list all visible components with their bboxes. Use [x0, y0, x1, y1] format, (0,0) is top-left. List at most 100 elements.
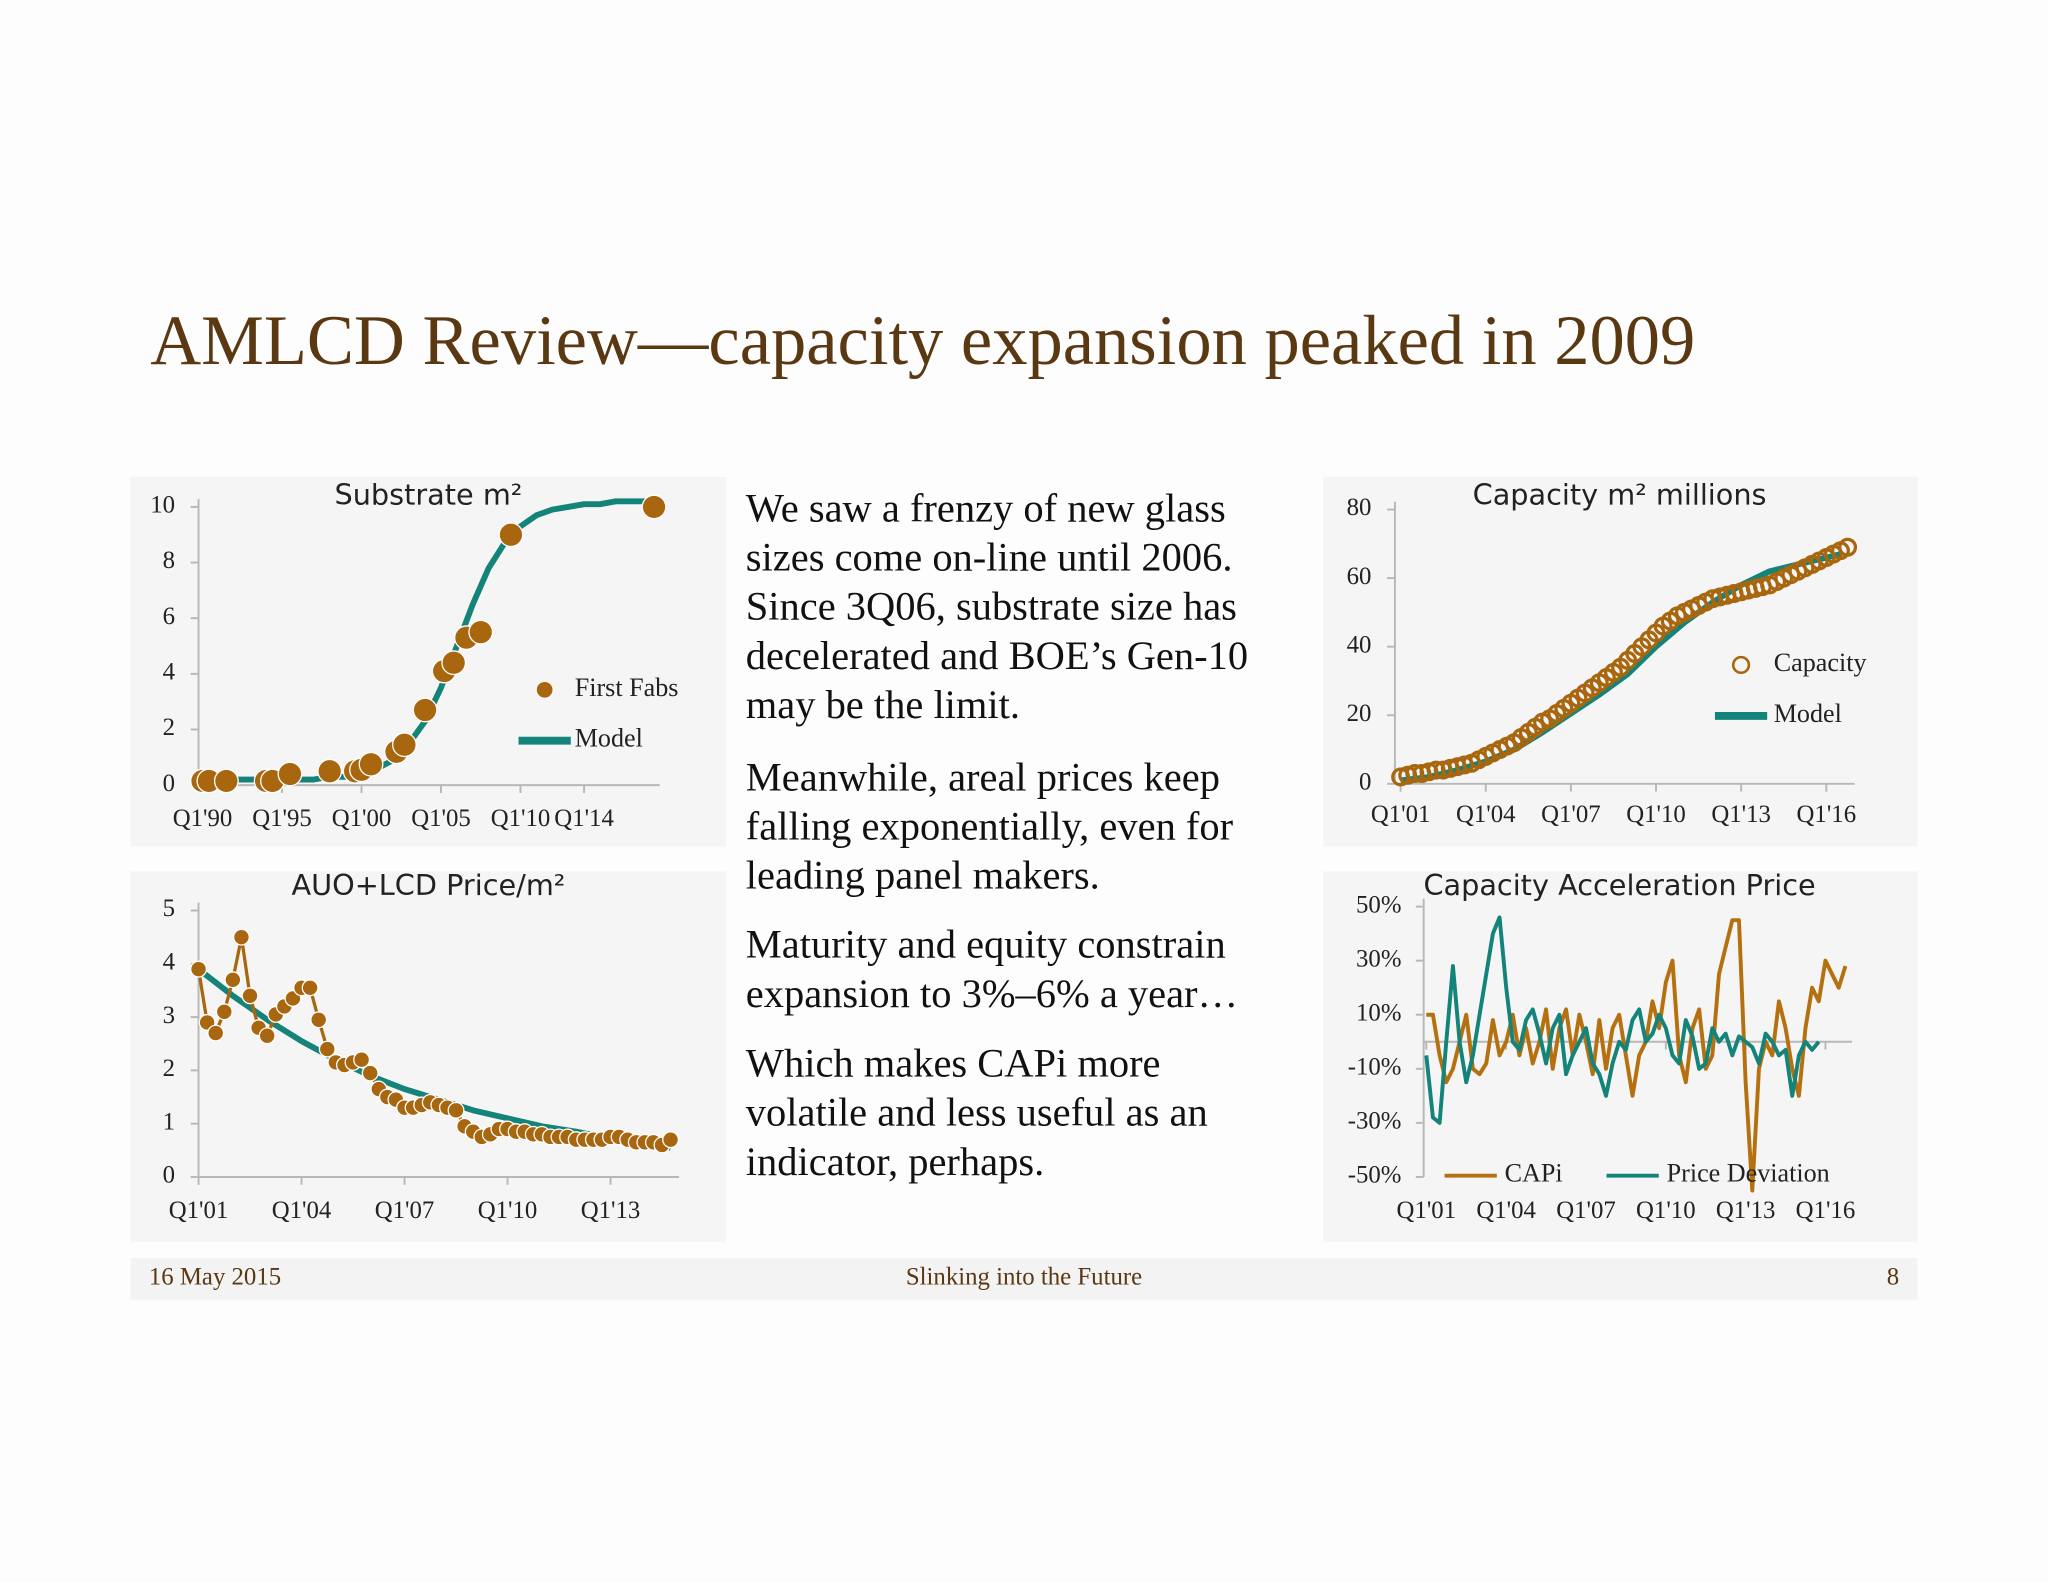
y-tick-label: 50%: [1356, 891, 1401, 918]
x-tick-label: Q1'16: [1796, 1197, 1856, 1224]
body-text: may be the limit.: [746, 682, 1020, 727]
body-text: We saw a frenzy of new glass: [746, 485, 1226, 530]
body-text: leading panel makers.: [746, 853, 1100, 898]
point: [224, 971, 242, 989]
y-tick-label: 3: [163, 1002, 175, 1029]
y-tick-label: 5: [163, 895, 175, 922]
point: [1838, 537, 1858, 557]
legend-label: First Fabs: [575, 673, 679, 702]
y-tick-label: -50%: [1348, 1162, 1402, 1189]
line: [1426, 918, 1848, 1193]
y-tick-label: 8: [163, 547, 175, 574]
chart-title: Substrate m²: [334, 477, 522, 511]
chart-title: Capacity m² millions: [1473, 477, 1767, 511]
panel: [130, 871, 727, 1243]
x-tick-label: Q1'13: [1716, 1197, 1776, 1224]
body-text: volatile and less useful as an: [746, 1090, 1208, 1135]
point: [258, 1027, 276, 1045]
x-tick-label: Q1'07: [375, 1197, 435, 1224]
slide-title: AMLCD Review—capacity expansion peaked i…: [150, 302, 1695, 380]
legend-label: CAPi: [1505, 1159, 1563, 1188]
y-tick-label: 0: [163, 770, 175, 797]
x-tick-label: Q1'05: [411, 805, 471, 832]
body-text: expansion to 3%–6% a year…: [746, 971, 1238, 1016]
x-tick-label: Q1'14: [554, 805, 614, 832]
footer-bar: [130, 1257, 1918, 1300]
point: [392, 732, 417, 758]
y-tick-label: -30%: [1348, 1108, 1402, 1135]
x-tick-label: Q1'10: [1636, 1197, 1696, 1224]
legend-label: Capacity: [1774, 648, 1867, 677]
legend-swatch: [1731, 655, 1751, 675]
point: [447, 1101, 465, 1119]
point: [441, 650, 467, 676]
x-tick-label: Q1'13: [1711, 801, 1771, 828]
line: [1400, 551, 1842, 784]
x-tick-label: Q1'01: [1397, 1197, 1457, 1224]
point: [241, 987, 259, 1005]
x-tick-label: Q1'04: [1456, 801, 1516, 828]
point: [310, 1011, 328, 1029]
footer-date: 16 May 2015: [149, 1264, 281, 1291]
point: [412, 697, 438, 723]
legend-label: Model: [1774, 699, 1842, 728]
panel: [1323, 871, 1918, 1243]
body-text: sizes come on-line until 2006.: [746, 535, 1233, 580]
y-tick-label: 2: [163, 714, 175, 741]
y-tick-label: -10%: [1348, 1053, 1402, 1080]
x-tick-label: Q1'10: [1626, 801, 1686, 828]
point: [207, 1024, 225, 1042]
y-tick-label: 10%: [1356, 999, 1401, 1026]
legend-swatch: [536, 681, 553, 698]
body-text: falling exponentially, even for: [746, 804, 1234, 849]
y-tick-label: 0: [163, 1162, 175, 1189]
footer-title: Slinking into the Future: [906, 1264, 1142, 1291]
body-text: indicator, perhaps.: [746, 1139, 1044, 1184]
y-tick-label: 30%: [1356, 945, 1401, 972]
y-tick-label: 1: [163, 1108, 175, 1135]
y-tick-label: 2: [163, 1055, 175, 1082]
chart-title: AUO+LCD Price/m²: [291, 868, 565, 902]
point: [317, 758, 343, 784]
body-text: decelerated and BOE’s Gen-10: [746, 633, 1248, 678]
x-tick-label: Q1'10: [491, 805, 551, 832]
body-text: Since 3Q06, substrate size has: [746, 584, 1237, 629]
point: [498, 522, 524, 548]
x-tick-label: Q1'07: [1541, 801, 1601, 828]
point: [190, 960, 208, 978]
legend-label: Price Deviation: [1667, 1159, 1830, 1188]
x-tick-label: Q1'16: [1797, 801, 1857, 828]
y-tick-label: 10: [150, 492, 175, 519]
y-tick-label: 4: [163, 948, 176, 975]
body-text: Which makes CAPi more: [746, 1041, 1161, 1086]
x-tick-label: Q1'07: [1556, 1197, 1616, 1224]
point: [358, 751, 384, 777]
point: [318, 1040, 336, 1058]
x-tick-label: Q1'04: [272, 1197, 332, 1224]
x-tick-label: Q1'95: [252, 805, 312, 832]
y-tick-label: 20: [1347, 700, 1372, 727]
legend-label: Model: [575, 724, 643, 753]
x-tick-label: Q1'00: [332, 805, 392, 832]
chart-title: Capacity Acceleration Price: [1423, 868, 1815, 902]
point: [301, 979, 319, 997]
x-tick-label: Q1'13: [581, 1197, 641, 1224]
y-tick-label: 0: [1359, 769, 1371, 796]
body-text: Meanwhile, areal prices keep: [746, 755, 1220, 800]
y-tick-label: 6: [163, 603, 175, 630]
x-tick-label: Q1'04: [1476, 1197, 1536, 1224]
x-tick-label: Q1'90: [173, 805, 233, 832]
point: [213, 768, 239, 794]
y-tick-label: 4: [163, 659, 176, 686]
point: [353, 1051, 371, 1069]
point: [215, 1003, 233, 1021]
point: [468, 619, 494, 645]
y-tick-label: 40: [1347, 631, 1372, 658]
point: [662, 1131, 680, 1149]
x-tick-label: Q1'01: [169, 1197, 229, 1224]
body-text: Maturity and equity constrain: [746, 922, 1226, 967]
point: [641, 494, 667, 520]
point: [277, 761, 303, 787]
